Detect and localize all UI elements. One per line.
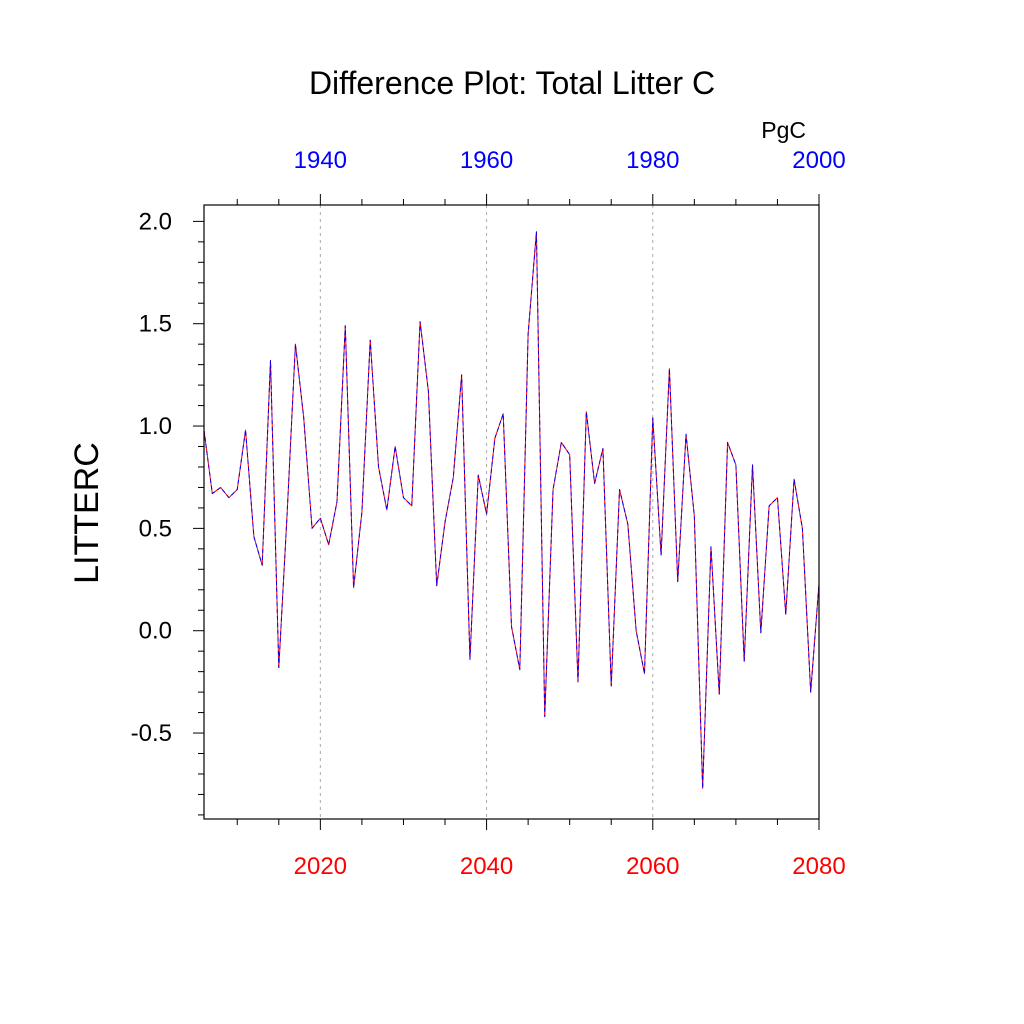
top-tick-label-1940: 1940 xyxy=(294,147,347,174)
plot-frame xyxy=(203,204,820,820)
grid-lines xyxy=(319,205,654,819)
y-tick-label--0.5: -0.5 xyxy=(131,720,172,747)
y-tick-label-0.0: 0.0 xyxy=(139,618,172,645)
top-tick-label-1960: 1960 xyxy=(460,147,513,174)
axis-ticks xyxy=(193,194,820,830)
series-lines xyxy=(203,231,820,789)
y-tick-label-2.0: 2.0 xyxy=(139,208,172,235)
y-tick-label-1.0: 1.0 xyxy=(139,413,172,440)
units-label: PgC xyxy=(761,117,806,143)
bottom-tick-label-2060: 2060 xyxy=(626,853,679,880)
top-tick-label-1980: 1980 xyxy=(626,147,679,174)
bottom-tick-label-2020: 2020 xyxy=(294,853,347,880)
series-line-2 xyxy=(203,231,820,789)
series-line-1 xyxy=(203,231,820,789)
chart-title: Difference Plot: Total Litter C xyxy=(309,65,715,101)
y-tick-label-0.5: 0.5 xyxy=(139,515,172,542)
bottom-tick-label-2080: 2080 xyxy=(792,853,845,880)
bottom-tick-label-2040: 2040 xyxy=(460,853,513,880)
y-axis-label: LITTERC xyxy=(68,442,106,584)
axis-tick-labels: 2020 2040 2060 2080 1940 1960 1980 2000 -0.5 0.0 0… xyxy=(131,147,846,880)
y-tick-label-1.5: 1.5 xyxy=(139,311,172,338)
top-tick-label-2000: 2000 xyxy=(792,147,845,174)
